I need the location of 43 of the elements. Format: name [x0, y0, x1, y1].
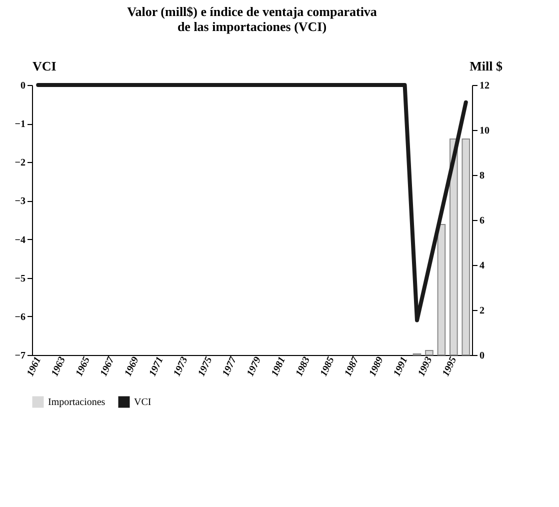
y-tick-label: −2: [14, 158, 26, 169]
y2-tick-label: 12: [480, 80, 490, 92]
y-tick-label: −7: [14, 350, 26, 362]
x-tick-label: 1981: [270, 355, 288, 378]
legend-label: Importaciones: [48, 397, 106, 408]
y-tick-label: 0: [20, 80, 26, 92]
y2-tick-label: 2: [480, 306, 484, 316]
y-tick-label: −4: [14, 234, 26, 246]
x-tick-label: 1971: [147, 355, 166, 378]
x-tick-label: 1961: [25, 355, 44, 378]
y2-tick-label: 0: [480, 350, 484, 362]
y2-tick-label: 6: [480, 216, 484, 226]
x-tick-label: 1967: [98, 354, 118, 378]
x-tick-label: 1993: [416, 355, 435, 378]
y2-axis-title: Mill $: [470, 58, 503, 74]
y-tick-label: −3: [14, 196, 26, 208]
x-tick-label: 1985: [318, 355, 337, 378]
bar: [437, 224, 446, 356]
y-axis-title: VCI: [32, 58, 56, 74]
y-tick-label: −6: [14, 312, 26, 323]
bar: [450, 138, 458, 356]
y2-tick-label: 10: [480, 126, 490, 136]
x-tick-label: 1983: [294, 355, 312, 378]
chart-title: Valor (mill$) e índice de ventaja comparativa de las importaciones (VCI): [127, 4, 378, 34]
bar: [462, 138, 470, 356]
x-tick-label: 1995: [440, 355, 460, 378]
y2-tick-label: 8: [480, 170, 484, 182]
legend-label: VCI: [134, 397, 152, 408]
x-tick-label: 1979: [245, 355, 264, 378]
x-tick-label: 1963: [50, 355, 68, 378]
y-tick-label: −5: [14, 273, 26, 284]
x-tick-label: 1987: [342, 354, 362, 378]
x-tick-label: 1991: [392, 355, 410, 378]
bar: [425, 350, 434, 356]
x-tick-label: 1975: [196, 355, 215, 378]
y2-tick-label: 4: [480, 260, 484, 272]
x-tick-label: 1965: [74, 355, 92, 378]
y-tick-label: −1: [14, 119, 26, 130]
line-series: [36, 83, 468, 322]
x-tick-label: 1977: [220, 354, 240, 378]
x-tick-label: 1989: [367, 355, 386, 378]
x-tick-label: 1969: [122, 355, 142, 378]
x-tick-label: 1973: [172, 355, 190, 378]
